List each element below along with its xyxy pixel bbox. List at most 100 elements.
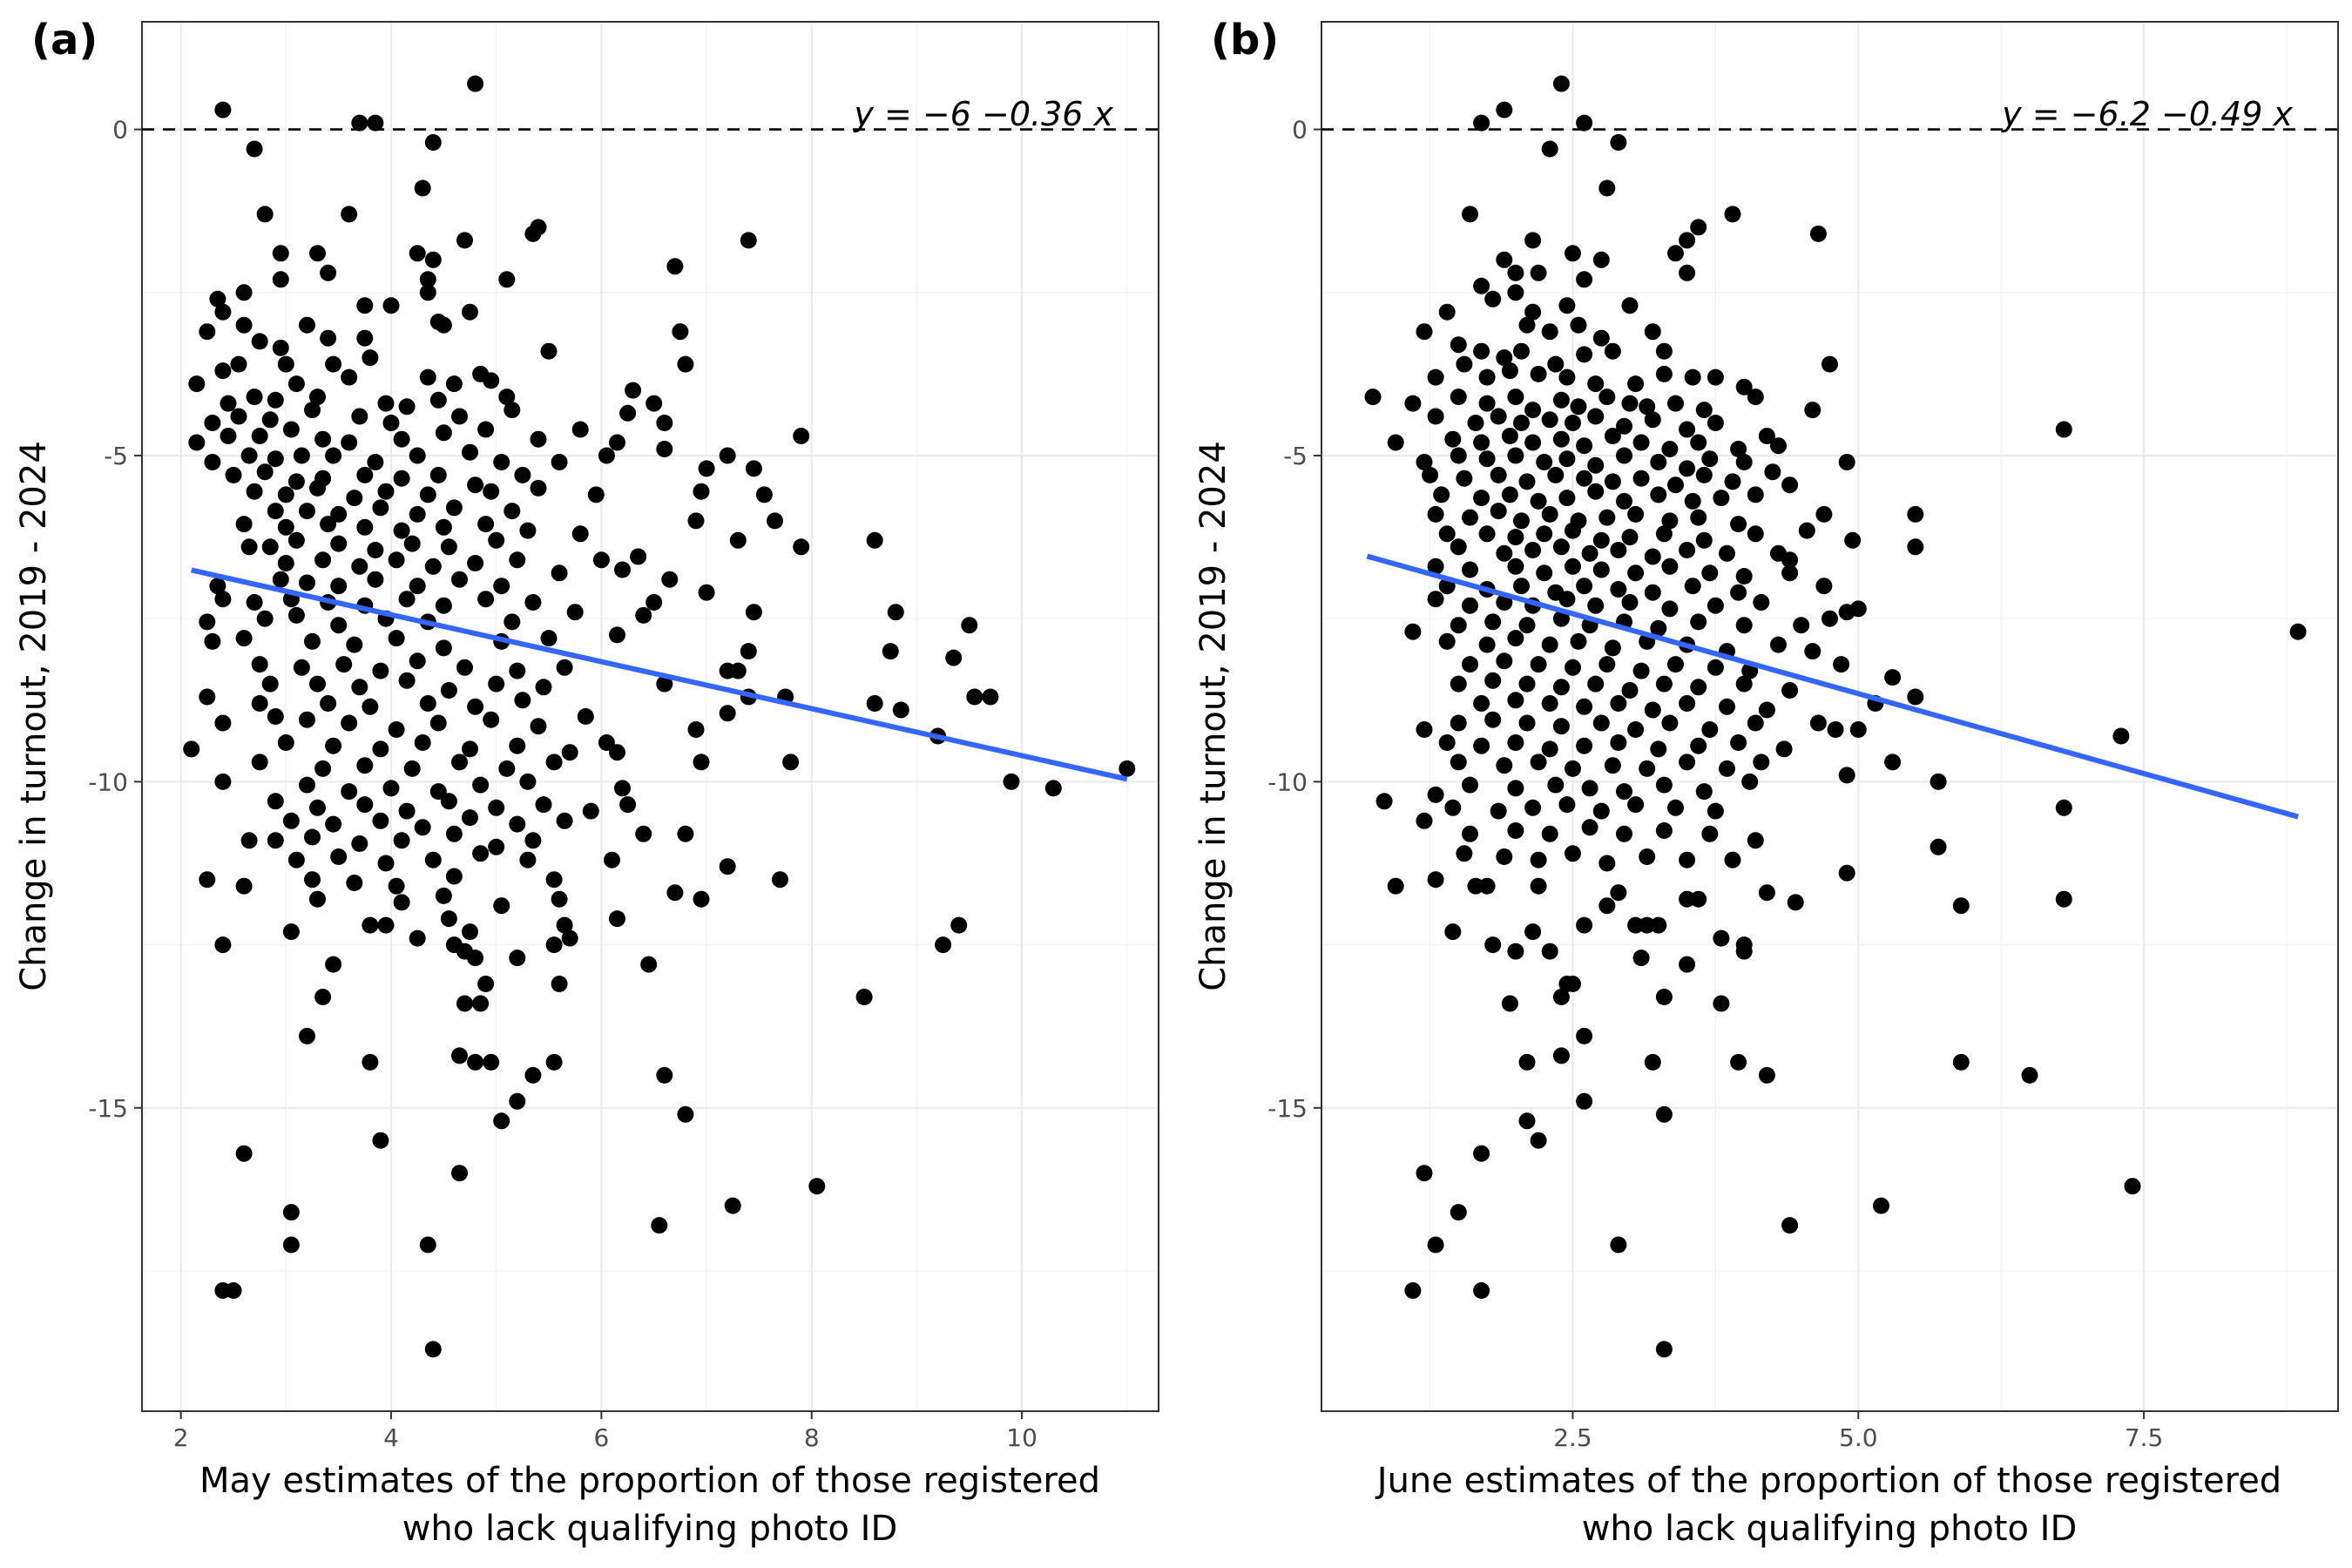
data-point-b <box>1450 617 1467 634</box>
data-point-a <box>367 454 384 470</box>
data-point-b <box>1667 395 1684 412</box>
data-point-a <box>251 695 268 712</box>
data-point-b <box>1616 825 1632 842</box>
data-point-a <box>372 662 389 679</box>
y-tick-label-b: -5 <box>1283 442 1308 470</box>
data-point-a <box>251 754 268 771</box>
data-point-a <box>545 1053 563 1071</box>
data-point-a <box>677 1105 694 1123</box>
data-point-a <box>351 558 368 575</box>
data-point-a <box>483 711 500 728</box>
data-point-b <box>1610 542 1627 558</box>
data-point-a <box>519 851 537 868</box>
data-point-a <box>267 793 284 810</box>
data-point-b <box>1627 375 1645 393</box>
data-point-a <box>483 483 500 500</box>
data-point-b <box>1787 894 1804 911</box>
data-point-b <box>1524 923 1542 941</box>
data-point-a <box>356 796 374 814</box>
data-point-a <box>504 613 521 631</box>
data-point-b <box>1427 558 1444 575</box>
data-point-b <box>1530 754 1547 771</box>
data-point-a <box>388 877 405 895</box>
data-point-a <box>419 695 436 712</box>
data-point-b <box>1496 848 1513 865</box>
data-point-a <box>403 535 421 552</box>
data-point-a <box>246 594 263 611</box>
data-point-a <box>267 450 284 468</box>
data-point-a <box>299 503 315 520</box>
data-point-a <box>488 799 505 816</box>
data-point-b <box>1547 355 1565 373</box>
data-point-b <box>1849 721 1867 738</box>
data-point-a <box>230 355 247 373</box>
data-point-b <box>1478 368 1496 386</box>
data-point-a <box>240 832 258 849</box>
data-point-b <box>1679 542 1696 558</box>
data-point-b <box>1450 389 1467 406</box>
data-point-b <box>1513 512 1530 530</box>
data-point-b <box>1815 578 1833 595</box>
y-tick-label-a: -10 <box>88 767 128 796</box>
data-point-b <box>1644 411 1661 429</box>
data-point-b <box>1930 838 1947 855</box>
x-axis-title-b-line2: who lack qualifying photo ID <box>1582 1509 2078 1549</box>
data-point-b <box>1719 698 1735 715</box>
data-point-a <box>362 349 379 367</box>
data-point-a <box>188 434 206 451</box>
data-point-b <box>1530 656 1547 673</box>
data-point-a <box>1044 780 1062 797</box>
data-point-b <box>1827 721 1844 738</box>
data-point-b <box>1907 505 1924 523</box>
axis-ticks-b: 2.5 5.0 7.5 0 -5 -10 -15 <box>1267 116 2163 1452</box>
data-point-a <box>225 466 242 483</box>
data-point-a <box>267 391 284 409</box>
data-point-b <box>1462 509 1478 526</box>
data-point-a <box>225 1282 242 1299</box>
data-point-b <box>1456 470 1473 487</box>
data-point-b <box>1507 630 1524 647</box>
data-point-a <box>382 780 400 797</box>
data-point-a <box>745 460 762 477</box>
data-point-a <box>277 555 294 571</box>
data-point-a <box>393 522 410 539</box>
data-point-b <box>1907 538 1924 556</box>
data-point-a <box>493 454 510 470</box>
data-point-a <box>498 389 516 406</box>
data-point-a <box>571 525 589 543</box>
data-point-b <box>1644 584 1661 601</box>
data-point-a <box>651 1217 668 1234</box>
data-point-a <box>388 721 405 738</box>
data-point-a <box>246 140 263 158</box>
data-point-a <box>235 284 253 301</box>
data-point-a <box>188 375 206 393</box>
data-point-a <box>251 656 268 673</box>
data-point-b <box>1473 490 1490 507</box>
data-point-b <box>1416 323 1433 341</box>
data-point-b <box>1450 1204 1467 1221</box>
data-point-b <box>1873 1197 1889 1214</box>
data-point-a <box>592 551 610 569</box>
data-point-b <box>1639 760 1656 777</box>
data-point-b <box>1592 531 1610 549</box>
data-point-a <box>687 721 705 738</box>
data-point-a <box>235 630 253 647</box>
data-point-a <box>398 802 416 820</box>
data-point-a <box>462 740 478 758</box>
data-point-a <box>540 342 558 360</box>
data-point-a <box>472 776 490 794</box>
data-point-a <box>656 1066 673 1084</box>
data-point-a <box>261 411 279 429</box>
data-point-b <box>1467 415 1484 431</box>
data-point-b <box>1462 561 1478 578</box>
data-point-b <box>1952 1053 1970 1071</box>
data-point-a <box>251 428 268 444</box>
data-point-b <box>1684 578 1701 595</box>
data-point-b <box>1730 441 1747 457</box>
data-point-a <box>330 848 348 865</box>
data-point-a <box>377 395 395 412</box>
data-point-b <box>1427 368 1444 386</box>
data-point-b <box>1781 1217 1799 1234</box>
data-point-a <box>393 470 410 487</box>
data-point-a <box>409 652 426 670</box>
